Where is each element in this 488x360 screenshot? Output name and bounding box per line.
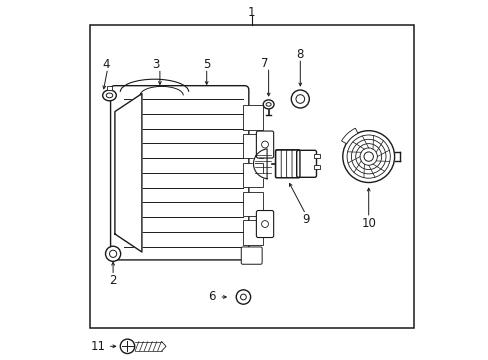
FancyBboxPatch shape bbox=[256, 131, 273, 158]
FancyBboxPatch shape bbox=[281, 150, 288, 177]
Polygon shape bbox=[253, 149, 266, 179]
Bar bbox=[313, 154, 320, 158]
Circle shape bbox=[363, 152, 373, 161]
Text: 1: 1 bbox=[247, 6, 255, 19]
Circle shape bbox=[120, 339, 134, 354]
Bar bbox=[242, 134, 262, 158]
FancyBboxPatch shape bbox=[241, 247, 262, 264]
Circle shape bbox=[261, 221, 268, 228]
Text: 11: 11 bbox=[91, 340, 106, 353]
Circle shape bbox=[236, 290, 250, 304]
Circle shape bbox=[105, 246, 121, 261]
Bar bbox=[242, 192, 262, 216]
FancyBboxPatch shape bbox=[291, 150, 299, 177]
Text: 10: 10 bbox=[361, 217, 375, 230]
Bar bbox=[242, 105, 262, 130]
Circle shape bbox=[291, 90, 309, 108]
Text: 5: 5 bbox=[203, 58, 210, 71]
FancyBboxPatch shape bbox=[275, 150, 283, 177]
Bar bbox=[242, 163, 262, 187]
Circle shape bbox=[240, 294, 246, 300]
Circle shape bbox=[261, 141, 268, 148]
Bar bbox=[313, 165, 320, 169]
Ellipse shape bbox=[106, 93, 113, 98]
Polygon shape bbox=[115, 94, 142, 252]
Text: 4: 4 bbox=[102, 58, 109, 71]
Text: 6: 6 bbox=[208, 291, 215, 303]
Ellipse shape bbox=[265, 103, 270, 106]
Circle shape bbox=[346, 135, 389, 178]
FancyBboxPatch shape bbox=[296, 150, 316, 177]
Circle shape bbox=[359, 148, 377, 165]
Bar bbox=[89, 25, 413, 328]
Ellipse shape bbox=[102, 90, 116, 101]
Text: 8: 8 bbox=[296, 48, 304, 60]
FancyBboxPatch shape bbox=[286, 150, 294, 177]
Circle shape bbox=[351, 139, 385, 174]
Bar bbox=[107, 86, 112, 90]
Ellipse shape bbox=[263, 100, 273, 109]
Text: 7: 7 bbox=[260, 57, 267, 69]
Bar bbox=[242, 220, 262, 245]
Circle shape bbox=[342, 131, 394, 183]
Circle shape bbox=[109, 250, 117, 257]
Text: 2: 2 bbox=[109, 274, 117, 287]
Text: 9: 9 bbox=[301, 213, 309, 226]
FancyBboxPatch shape bbox=[256, 211, 273, 238]
FancyBboxPatch shape bbox=[110, 86, 248, 260]
Circle shape bbox=[355, 144, 381, 170]
Text: 3: 3 bbox=[152, 58, 160, 71]
Circle shape bbox=[295, 95, 304, 103]
Wedge shape bbox=[341, 128, 357, 144]
